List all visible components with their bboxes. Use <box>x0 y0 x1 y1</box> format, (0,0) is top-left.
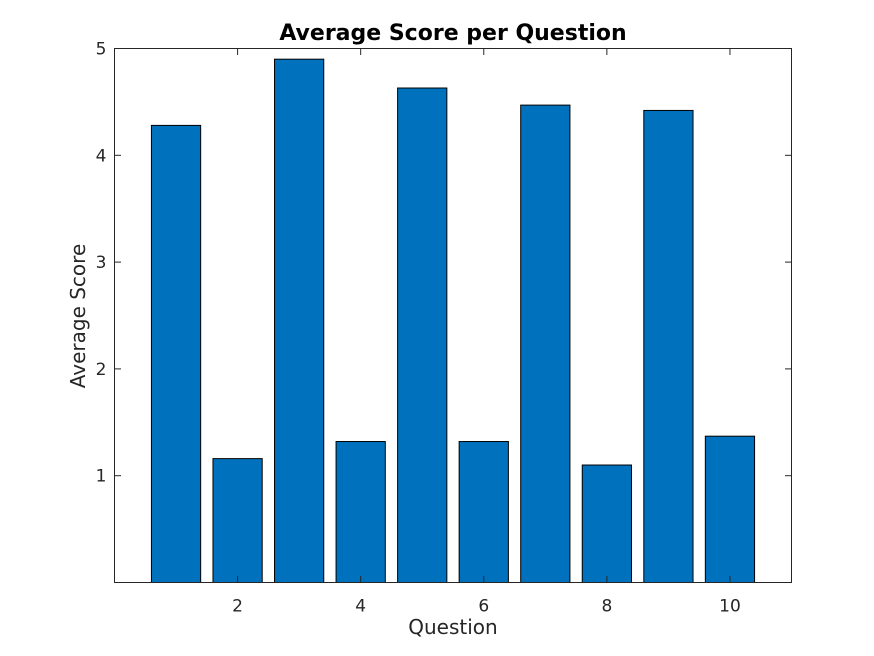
bar-question-7 <box>520 104 571 583</box>
bar-question-6 <box>458 441 509 583</box>
y-tick-label-1: 1 <box>96 467 107 487</box>
y-tick-label-3: 3 <box>96 253 107 273</box>
bars-group <box>150 58 756 584</box>
x-tick-label-4: 4 <box>355 597 366 617</box>
bar-question-10 <box>704 435 756 583</box>
x-tick-label-10: 10 <box>719 597 741 617</box>
bar-question-2 <box>212 458 263 583</box>
x-tick-label-6: 6 <box>478 597 489 617</box>
x-tick-label-8: 8 <box>601 597 612 617</box>
bar-question-4 <box>335 441 386 583</box>
plot-frame <box>114 48 792 583</box>
y-tick-label-5: 5 <box>96 40 107 60</box>
y-tick-label-4: 4 <box>96 146 107 166</box>
x-tick-label-2: 2 <box>232 597 243 617</box>
y-axis-label: Average Score <box>66 244 90 389</box>
x-axis-label: Question <box>408 615 497 639</box>
bar-question-1 <box>150 124 202 583</box>
bar-question-3 <box>274 58 325 584</box>
bar-question-8 <box>581 464 632 583</box>
chart-title: Average Score per Question <box>279 21 626 46</box>
bar-question-9 <box>643 109 694 583</box>
bar-question-5 <box>397 87 448 584</box>
y-tick-label-2: 2 <box>96 360 107 380</box>
